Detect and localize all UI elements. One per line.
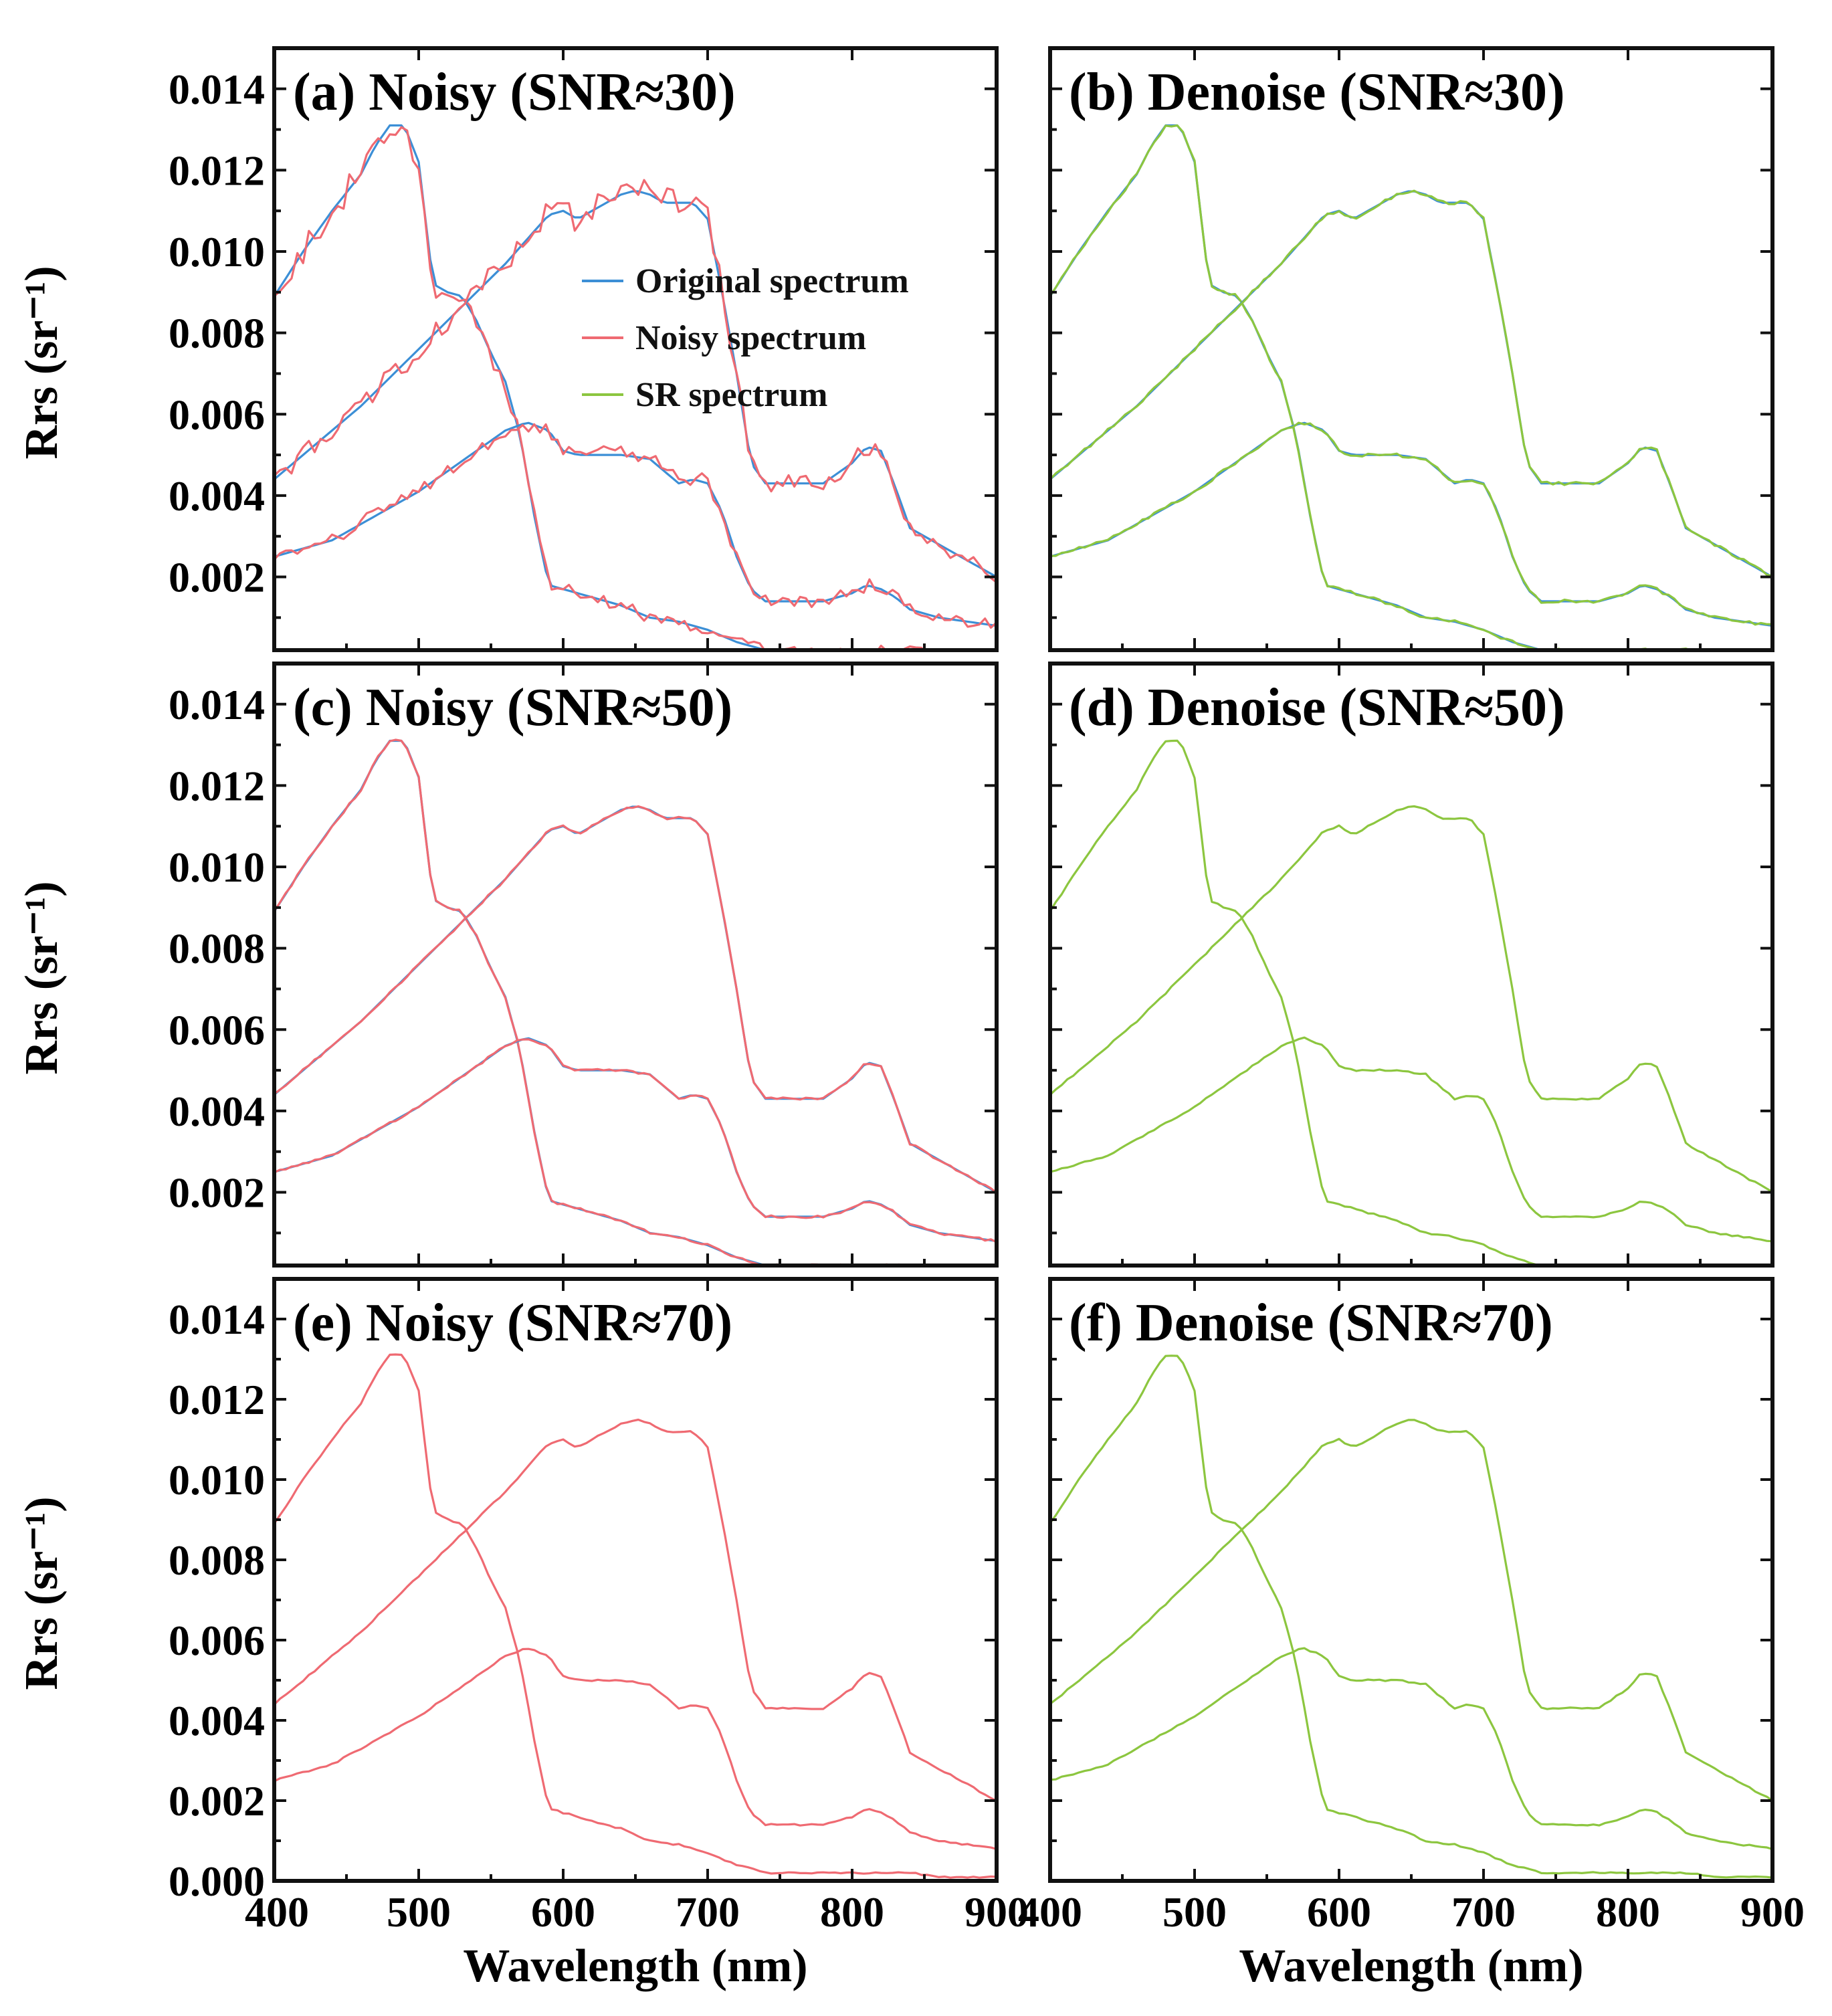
x-axis-label: Wavelength (nm) [463,1940,807,1992]
panel-title: (c) Noisy (SNR≈50) [293,678,732,737]
panel-b: (b) Denoise (SNR≈30) [1048,46,1774,652]
legend-label-original: Original spectrum [635,262,909,300]
panel-f: 400 500 600 700 800 900 (f) Denoise (SNR≈70) Wa… [1018,1277,1805,1992]
panel-title: (a) Noisy (SNR≈30) [293,63,736,122]
y-tick-label: 0.002 [169,1169,265,1217]
panel-e: 400 500 600 700 800 900 0.000 0.002 0.004 0.006 0.… [16,1277,1029,1992]
line-sr-spectrum-2 [1050,189,1772,577]
y-tick-label: 0.008 [169,1536,265,1584]
line-original-spectrum-3 [274,421,997,627]
line-sr-spectrum-1 [1050,124,1700,650]
series-group [1050,124,1772,650]
line-sr-spectrum-1 [1050,739,1694,1266]
line-original-spectrum-3 [274,1037,997,1243]
y-tick-label: 0.010 [169,1456,265,1504]
x-tick-label: 900 [964,1888,1029,1936]
series-group [274,738,997,1266]
x-tick-label: 500 [1162,1888,1227,1936]
y-tick-label: 0.014 [169,681,265,728]
x-tick-label: 400 [245,1888,309,1936]
line-sr-spectrum-2 [1050,805,1772,1193]
line-original-spectrum-1 [1050,124,1694,650]
y-tick-label: 0.000 [169,1857,265,1905]
y-tick-label: 0.008 [169,925,265,973]
series-group [274,124,997,650]
y-tick-label: 0.012 [169,146,265,194]
plot-frame [272,662,999,1268]
y-axis-label: Rrs (sr⁻¹) [16,266,68,459]
y-tick-label: 0.002 [169,554,265,601]
plot-frame [1048,1277,1774,1883]
line-sr-spectrum-3 [1050,1647,1772,1851]
line-sr-spectrum-3 [1050,421,1772,626]
legend-label-noisy: Noisy spectrum [635,319,866,357]
line-original-spectrum-3 [1050,421,1772,627]
line-noisy-spectrum-2 [274,179,997,584]
panel-title: (f) Denoise (SNR≈70) [1069,1294,1553,1352]
y-tick-label: 0.012 [169,762,265,809]
x-tick-label: 900 [1740,1888,1805,1936]
y-tick-label: 0.002 [169,1777,265,1825]
y-tick-label: 0.004 [169,1697,265,1744]
series-group [1050,1354,1772,1879]
x-tick-label: 700 [1451,1888,1516,1936]
y-tick-label: 0.004 [169,472,265,520]
panel-c: 0.002 0.004 0.006 0.008 0.010 0.012 0.014 (c) N… [16,662,999,1268]
panel-title: (d) Denoise (SNR≈50) [1069,678,1565,737]
panel-d: (d) Denoise (SNR≈50) [1048,662,1774,1268]
plot-frame [272,1277,999,1883]
panel-title: (e) Noisy (SNR≈70) [293,1294,732,1352]
x-tick-label: 400 [1018,1888,1082,1936]
y-axis-label: Rrs (sr⁻¹) [16,881,68,1074]
y-tick-label: 0.006 [169,1617,265,1664]
y-axis-label: Rrs (sr⁻¹) [16,1496,68,1690]
line-noisy-spectrum-2 [274,1418,997,1803]
line-noisy-spectrum-1 [274,738,922,1266]
x-tick-label: 800 [1596,1888,1660,1936]
x-axis-label: Wavelength (nm) [1239,1940,1583,1992]
x-tick-label: 500 [387,1888,451,1936]
x-tick-label: 700 [676,1888,740,1936]
series-group [274,1353,997,1879]
legend: Original spectrum Noisy spectrum SR spectr… [582,262,909,414]
line-sr-spectrum-3 [1050,1036,1772,1243]
line-noisy-spectrum-1 [274,126,997,650]
y-tick-label: 0.014 [169,66,265,113]
y-tick-label: 0.010 [169,228,265,276]
line-sr-spectrum-1 [1050,1354,1772,1879]
x-tick-label: 600 [1307,1888,1371,1936]
y-tick-label: 0.006 [169,1006,265,1053]
y-tick-label: 0.004 [169,1088,265,1135]
series-group [1050,739,1772,1266]
y-tick-label: 0.010 [169,843,265,891]
line-noisy-spectrum-3 [274,423,997,629]
line-noisy-spectrum-3 [274,1038,997,1243]
line-original-spectrum-1 [274,739,918,1266]
x-tick-label: 800 [820,1888,884,1936]
y-tick-label: 0.008 [169,310,265,357]
legend-label-sr: SR spectrum [635,376,827,414]
line-noisy-spectrum-2 [274,805,997,1194]
line-noisy-spectrum-3 [274,1647,997,1850]
line-sr-spectrum-2 [1050,1419,1772,1802]
x-tick-label: 600 [531,1888,595,1936]
y-tick-label: 0.014 [169,1296,265,1343]
line-noisy-spectrum-1 [274,1353,997,1879]
panel-title: (b) Denoise (SNR≈30) [1069,63,1565,122]
plot-frame [1048,662,1774,1268]
panel-a: 0.002 0.004 0.006 0.008 0.010 0.012 0.014 (a) N… [16,46,999,652]
y-tick-label: 0.012 [169,1376,265,1423]
y-tick-label: 0.006 [169,391,265,438]
